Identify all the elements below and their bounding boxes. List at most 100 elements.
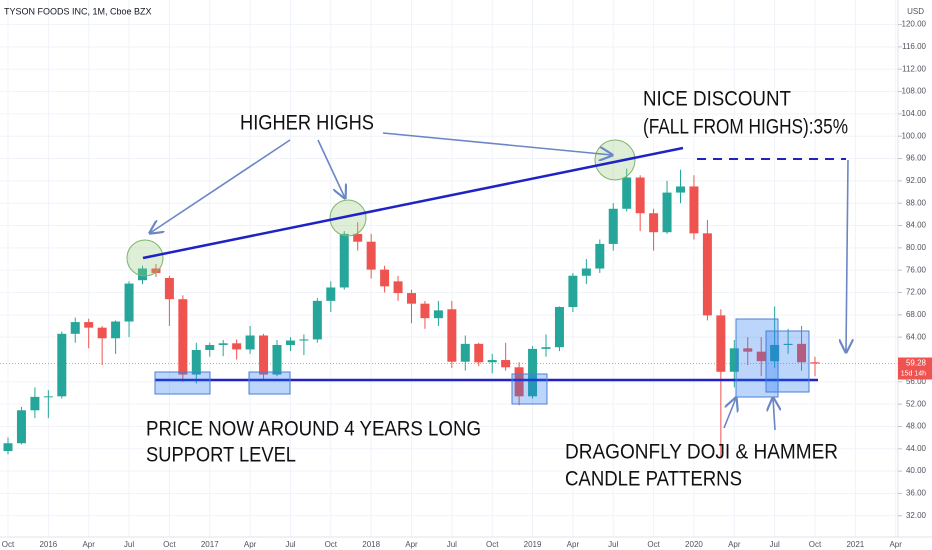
candle-body bbox=[111, 321, 121, 339]
candle-body bbox=[393, 281, 403, 294]
candle-body bbox=[474, 343, 484, 363]
candle-body bbox=[581, 268, 591, 276]
y-tick-label: 72.00 bbox=[906, 288, 927, 297]
x-tick-label: 2019 bbox=[524, 540, 542, 549]
y-tick-label: 120.00 bbox=[902, 20, 927, 29]
y-tick-label: 56.00 bbox=[906, 377, 927, 386]
candle-body bbox=[218, 343, 228, 345]
x-tick-label: Oct bbox=[163, 540, 176, 549]
x-tick-label: Apr bbox=[244, 540, 257, 549]
annotation: PRICE NOW AROUND 4 YEARS LONG bbox=[146, 418, 481, 441]
candle-body bbox=[70, 322, 80, 334]
x-tick-label: Apr bbox=[405, 540, 418, 549]
y-tick-label: 112.00 bbox=[902, 64, 926, 73]
candle-body bbox=[366, 241, 376, 270]
candle-body bbox=[380, 269, 390, 287]
candle-body bbox=[407, 293, 416, 304]
arrow bbox=[317, 139, 345, 198]
candle-body bbox=[797, 343, 807, 363]
candle-body bbox=[164, 277, 174, 300]
zone-box bbox=[735, 318, 779, 398]
candle-body bbox=[16, 410, 26, 444]
candle-body bbox=[810, 362, 820, 364]
x-tick-label: Oct bbox=[486, 540, 499, 549]
zone-box bbox=[511, 373, 548, 405]
axis-unit: USD bbox=[907, 7, 924, 16]
candle-body bbox=[3, 443, 13, 452]
x-tick-label: Jul bbox=[124, 540, 134, 549]
candle-body bbox=[433, 310, 443, 319]
y-tick-label: 44.00 bbox=[906, 444, 927, 453]
candle-body bbox=[595, 243, 605, 269]
last-price-box bbox=[898, 357, 932, 380]
annotation: SUPPORT LEVEL bbox=[146, 444, 296, 467]
candle-body bbox=[501, 360, 511, 368]
candle-body bbox=[743, 348, 753, 352]
candle-body bbox=[205, 344, 215, 350]
arrow bbox=[382, 132, 612, 155]
candle-body bbox=[689, 186, 699, 234]
drawings bbox=[126, 132, 848, 431]
candle-body bbox=[299, 339, 309, 341]
y-tick-label: 84.00 bbox=[906, 221, 927, 230]
candle-body bbox=[97, 327, 107, 339]
y-tick-label: 80.00 bbox=[906, 243, 927, 252]
candle-body bbox=[30, 396, 40, 411]
y-tick-label: 104.00 bbox=[902, 109, 927, 118]
candle-body bbox=[57, 333, 67, 397]
y-tick-label: 52.00 bbox=[906, 399, 927, 408]
candle-body bbox=[676, 186, 685, 193]
x-tick-label: Oct bbox=[809, 540, 822, 549]
annotation: NICE DISCOUNT bbox=[643, 88, 791, 111]
candle-body bbox=[770, 344, 780, 362]
y-tick-label: 32.00 bbox=[906, 511, 927, 520]
x-tick-label: Oct bbox=[647, 540, 660, 549]
candle-body bbox=[232, 343, 242, 350]
arrow bbox=[846, 159, 848, 352]
candle-body bbox=[635, 177, 645, 214]
candle-body bbox=[649, 213, 659, 233]
x-tick-label: Jul bbox=[770, 540, 780, 549]
candles bbox=[3, 168, 820, 457]
candle-body bbox=[554, 307, 564, 348]
candle-body bbox=[43, 396, 53, 398]
y-tick-label: 36.00 bbox=[906, 489, 927, 498]
candle-body bbox=[662, 192, 672, 233]
y-tick-label: 108.00 bbox=[902, 87, 927, 96]
y-tick-label: 100.00 bbox=[902, 131, 927, 140]
x-tick-label: Apr bbox=[889, 540, 902, 549]
x-tick-label: 2017 bbox=[201, 540, 219, 549]
annotation: (FALL FROM HIGHS):35% bbox=[643, 116, 848, 139]
candle-body bbox=[783, 343, 793, 345]
x-tick-label: 2020 bbox=[685, 540, 703, 549]
x-tick-label: Jul bbox=[608, 540, 618, 549]
annotation: CANDLE PATTERNS bbox=[565, 468, 742, 491]
candle-body bbox=[272, 344, 282, 375]
x-tick-label: Apr bbox=[567, 540, 580, 549]
candle-body bbox=[447, 309, 457, 362]
candle-body bbox=[178, 299, 188, 375]
candle-body bbox=[487, 360, 497, 363]
trend-line bbox=[142, 146, 684, 260]
candle-body bbox=[353, 233, 363, 242]
y-tick-label: 92.00 bbox=[906, 176, 927, 185]
candle-body bbox=[339, 233, 349, 288]
candle-body bbox=[702, 233, 712, 316]
candle-body bbox=[151, 268, 161, 273]
candle-body bbox=[259, 335, 269, 375]
x-tick-label: Oct bbox=[325, 540, 338, 549]
annotation: DRAGONFLY DOJI & HAMMER bbox=[565, 441, 838, 464]
candle-body bbox=[729, 348, 739, 372]
y-tick-label: 68.00 bbox=[906, 310, 927, 319]
x-tick-label: Oct bbox=[2, 540, 15, 549]
zone-box bbox=[248, 371, 291, 395]
last-price-label: 59.28 bbox=[906, 359, 927, 368]
candle-body bbox=[568, 275, 578, 308]
y-tick-label: 96.00 bbox=[906, 154, 927, 163]
zone-box bbox=[154, 371, 211, 395]
candle-body bbox=[245, 335, 255, 350]
x-tick-label: 2021 bbox=[846, 540, 864, 549]
candle-body bbox=[138, 268, 147, 281]
x-tick-label: Apr bbox=[82, 540, 95, 549]
